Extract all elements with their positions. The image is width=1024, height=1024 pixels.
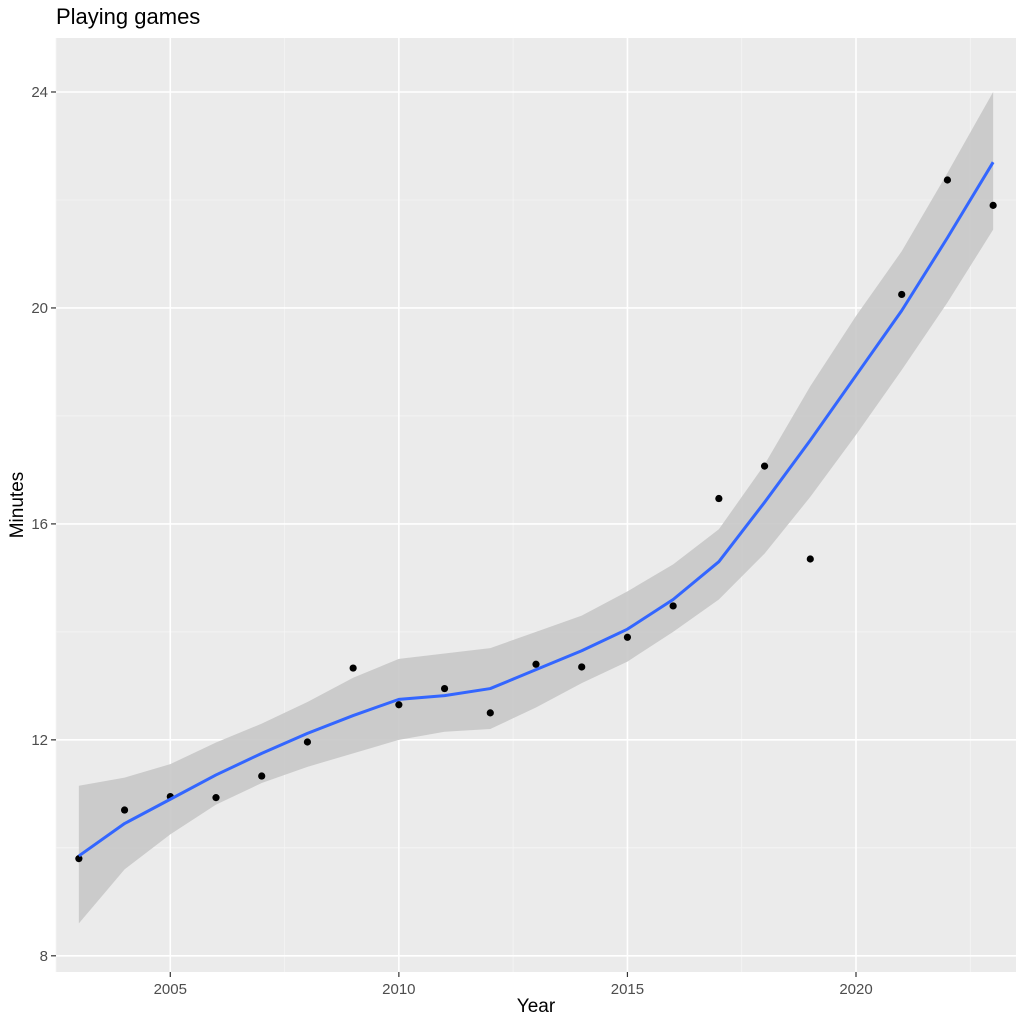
data-point xyxy=(486,709,494,717)
data-point xyxy=(75,855,83,863)
data-point xyxy=(349,664,357,672)
x-tick-label: 2005 xyxy=(154,981,187,998)
data-point xyxy=(623,633,632,641)
x-tick-label: 2015 xyxy=(611,981,644,998)
data-point xyxy=(578,663,586,671)
data-point xyxy=(715,494,723,503)
y-tick-label: 12 xyxy=(31,732,48,749)
y-axis-title: Minutes xyxy=(7,472,28,539)
plot-panel xyxy=(56,38,1016,972)
chart-title: Playing games xyxy=(56,4,201,29)
data-point xyxy=(669,602,677,610)
data-point xyxy=(303,738,312,746)
data-point xyxy=(532,660,540,668)
y-tick-label: 20 xyxy=(31,300,48,317)
smooth-line xyxy=(77,161,995,858)
data-point xyxy=(440,684,449,693)
data-point xyxy=(120,806,129,814)
confidence-ribbon xyxy=(78,91,994,924)
data-point xyxy=(989,201,997,209)
data-point xyxy=(898,290,906,299)
data-point xyxy=(395,701,403,709)
data-point xyxy=(943,176,952,184)
y-tick-label: 24 xyxy=(31,84,48,101)
data-point xyxy=(212,794,220,802)
data-point xyxy=(806,555,814,563)
data-point xyxy=(258,772,266,780)
x-tick-label: 2010 xyxy=(382,981,415,998)
x-tick-label: 2020 xyxy=(839,981,872,998)
y-tick-label: 16 xyxy=(31,516,48,533)
data-point xyxy=(760,462,769,470)
x-axis-title: Year xyxy=(517,996,556,1017)
y-tick-label: 8 xyxy=(40,948,48,965)
